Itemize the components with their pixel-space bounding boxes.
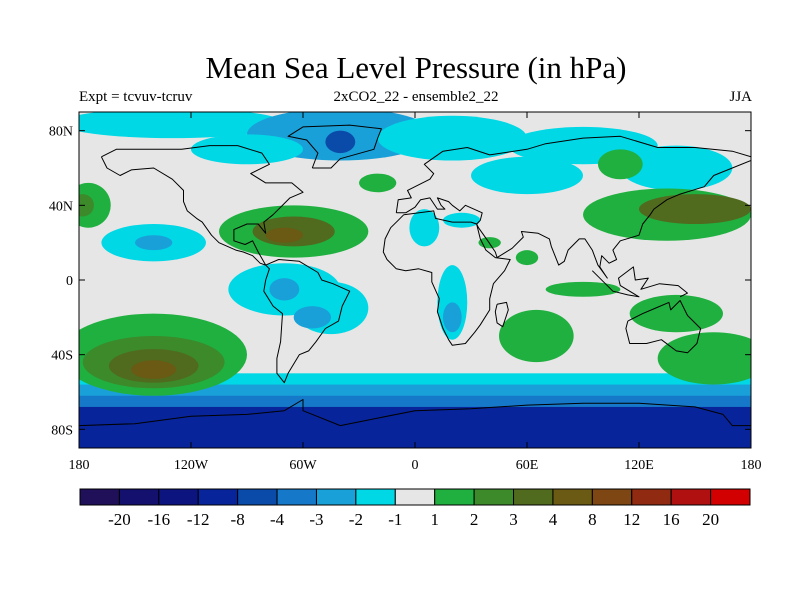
contour-region <box>135 235 173 251</box>
contour-region <box>265 227 304 243</box>
colorbar-swatch <box>710 488 751 506</box>
coastlines <box>79 124 751 427</box>
experiment-label: Expt = tcvuv-tcruv <box>79 89 193 105</box>
contour-region <box>325 130 356 154</box>
coastline-antarctica <box>79 399 751 427</box>
contour-region <box>545 281 621 297</box>
lon-tick-label: 180 <box>69 458 90 473</box>
coastline-south-america <box>263 259 351 384</box>
colorbar-swatch <box>394 488 436 506</box>
colorbar-label: 12 <box>623 510 640 529</box>
lat-tick-label: 40S <box>51 349 73 364</box>
contour-region <box>657 332 751 385</box>
colorbar-label: -1 <box>388 510 402 529</box>
colorbar-label: -8 <box>231 510 245 529</box>
lon-tick-label: 120E <box>624 458 654 473</box>
contour-region <box>409 209 440 247</box>
colorbar-swatch <box>355 488 396 506</box>
contour-region <box>471 156 583 195</box>
lon-tick-label: 120W <box>174 458 209 473</box>
contour-region <box>191 134 303 165</box>
coastline-africa <box>382 210 511 346</box>
colorbar: -20 -16 -12 -8 -4 -3 -2 -1 1 2 3 4 8 12 16 20 <box>79 488 751 529</box>
colorbar-label: 1 <box>430 510 439 529</box>
contour-region <box>293 306 332 329</box>
lat-tick-label: 0 <box>66 274 73 289</box>
axis-ticks: 80N 40N 0 40S 80S 180 120W 60W 0 60E 120E 180 <box>49 112 762 473</box>
contour-region <box>515 250 539 266</box>
contour-region <box>79 182 111 228</box>
colorbar-label: 2 <box>470 510 479 529</box>
colorbar-swatch <box>552 488 593 506</box>
lon-tick-label: 60E <box>516 458 539 473</box>
contour-region <box>131 360 177 379</box>
contour-region <box>620 145 733 191</box>
contour-region <box>443 212 481 228</box>
contour-region <box>79 194 94 217</box>
coastline-indonesia <box>591 266 688 298</box>
contour-region <box>443 302 462 333</box>
contour-region <box>377 115 527 161</box>
contour-region <box>359 173 397 193</box>
colorbar-label: 16 <box>663 510 680 529</box>
lat-tick-label: 40N <box>49 199 73 214</box>
colorbar-swatch <box>276 488 317 506</box>
colorbar-swatch <box>158 488 199 506</box>
contour-region <box>269 278 300 301</box>
colorbar-swatch <box>473 488 515 506</box>
colorbar-label: 8 <box>588 510 597 529</box>
contour-band <box>79 406 751 448</box>
coastline-greenland <box>287 124 382 169</box>
colorbar-swatch <box>118 488 160 506</box>
colorbar-swatch <box>434 488 475 506</box>
colorbar-label: 3 <box>509 510 518 529</box>
colorbar-label: 20 <box>702 510 719 529</box>
colorbar-label: 4 <box>549 510 558 529</box>
colorbar-label: -16 <box>147 510 170 529</box>
colorbar-label: -20 <box>108 510 131 529</box>
coastline-eurasia-africa <box>395 135 751 279</box>
contour-region <box>498 309 574 363</box>
colorbar-label: -12 <box>187 510 210 529</box>
contour-region <box>639 194 751 224</box>
colorbar-label: -2 <box>349 510 363 529</box>
colorbar-swatch <box>513 488 554 506</box>
contour-field <box>79 112 751 448</box>
lat-tick-label: 80S <box>51 423 73 438</box>
colorbar-label: -4 <box>270 510 285 529</box>
lon-tick-label: 0 <box>412 458 419 473</box>
colorbar-swatch <box>631 488 672 506</box>
chart-title: Mean Sea Level Pressure (in hPa) <box>205 50 627 85</box>
ensemble-label: 2xCO2_22 - ensemble2_22 <box>333 89 499 105</box>
colorbar-swatch <box>591 488 633 506</box>
coastline-madagascar <box>494 301 509 328</box>
season-label: JJA <box>729 89 752 105</box>
colorbar-swatch <box>79 488 120 506</box>
lon-tick-label: 180 <box>741 458 762 473</box>
colorbar-swatch <box>315 488 357 506</box>
lon-tick-label: 60W <box>289 458 317 473</box>
coastline-north-america <box>100 145 304 266</box>
contour-region <box>629 294 723 333</box>
contour-region <box>597 149 643 180</box>
coastline-australia <box>625 300 702 354</box>
contour-region <box>79 112 285 139</box>
colorbar-swatch <box>237 488 278 506</box>
lat-tick-label: 80N <box>49 125 73 140</box>
colorbar-swatch <box>670 488 712 506</box>
colorbar-label: -3 <box>309 510 323 529</box>
colorbar-swatch <box>197 488 239 506</box>
